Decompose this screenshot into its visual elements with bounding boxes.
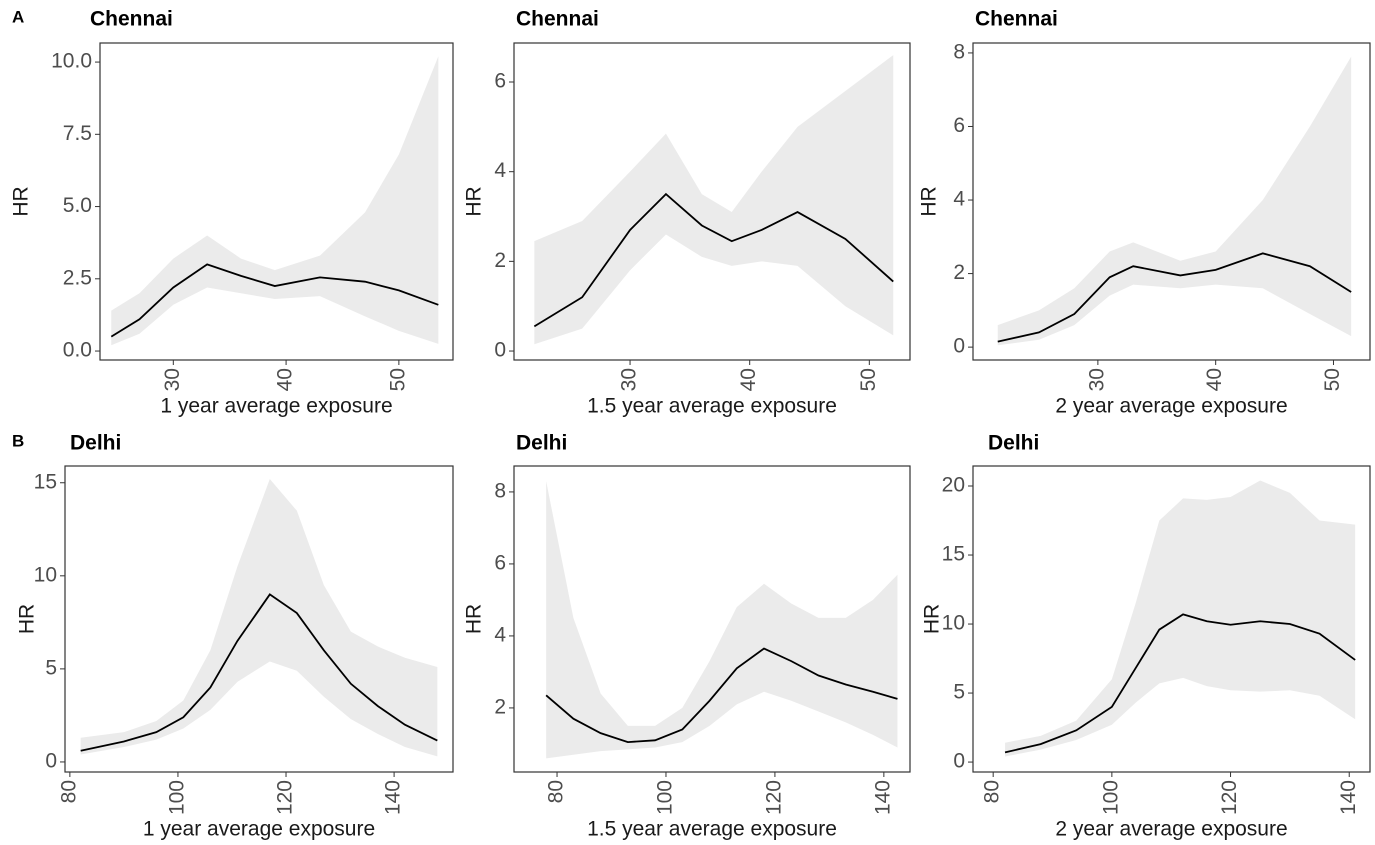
x-tick-label: 30: [618, 368, 641, 391]
y-tick-label: 6: [953, 114, 965, 137]
y-tick-label: 0: [953, 335, 965, 358]
x-tick-label: 40: [274, 368, 297, 391]
y-tick-label: 10: [34, 563, 57, 586]
line: [1004, 613, 1356, 754]
confidence-band: [546, 481, 898, 759]
confidence-band: [80, 479, 438, 757]
y-tick-label: 8: [494, 479, 506, 502]
plot-border: [99, 42, 454, 361]
y-tick-label: 5: [45, 656, 57, 679]
x-tick-label: 120: [1218, 780, 1241, 815]
line: [110, 263, 439, 338]
y-tick-label: 10: [942, 612, 965, 635]
panel-title: Chennai: [975, 8, 1058, 31]
y-tick-label: 6: [494, 551, 506, 574]
x-axis-title: 1.5 year average exposure: [587, 395, 837, 418]
x-tick-label: 120: [274, 780, 297, 815]
y-tick-label: 6: [494, 70, 506, 93]
y-axis-title: HR: [463, 186, 486, 216]
confidence-band: [997, 56, 1352, 346]
confidence-band: [111, 56, 439, 346]
plot-border: [513, 42, 911, 361]
x-tick-label: 40: [737, 368, 760, 391]
panel-title: Chennai: [516, 8, 599, 31]
x-tick-label: 50: [1321, 368, 1344, 391]
x-tick-label: 100: [165, 780, 188, 815]
panel-title: Chennai: [90, 8, 173, 31]
x-tick-label: 80: [545, 780, 568, 803]
x-tick-label: 140: [382, 780, 405, 815]
x-axis-title: 2 year average exposure: [1055, 818, 1287, 841]
x-tick-label: 100: [654, 780, 677, 815]
y-axis-title: HR: [10, 186, 33, 216]
line: [533, 192, 894, 328]
x-tick-label: 80: [57, 780, 80, 803]
confidence-band: [534, 55, 894, 345]
y-tick-label: 2: [953, 261, 965, 284]
x-axis-title: 1.5 year average exposure: [587, 818, 837, 841]
panel-title: Delhi: [516, 432, 567, 455]
confidence-band: [1005, 480, 1356, 757]
y-tick-label: 0: [45, 749, 57, 772]
y-tick-label: 7.5: [63, 122, 92, 145]
panel-title: Delhi: [988, 432, 1039, 455]
y-tick-label: 10.0: [51, 50, 92, 73]
y-tick-label: 0: [953, 750, 965, 773]
x-axis-title: 1 year average exposure: [143, 818, 375, 841]
y-tick-label: 5.0: [63, 194, 92, 217]
y-axis-title: HR: [16, 604, 39, 634]
panel-tag: B: [12, 431, 24, 450]
x-tick-label: 30: [1085, 368, 1108, 391]
y-tick-label: 15: [34, 470, 57, 493]
y-tick-label: 4: [494, 159, 506, 182]
y-tick-label: 20: [942, 474, 965, 497]
x-tick-label: 100: [1099, 780, 1122, 815]
plot-border: [972, 42, 1371, 361]
y-tick-label: 2.5: [63, 266, 92, 289]
y-tick-label: 4: [494, 623, 506, 646]
y-tick-label: 0: [494, 339, 506, 362]
x-tick-label: 50: [386, 368, 409, 391]
y-tick-label: 5: [953, 681, 965, 704]
y-tick-label: 2: [494, 249, 506, 272]
y-tick-label: 2: [494, 695, 506, 718]
y-axis-title: HR: [918, 186, 941, 216]
y-tick-label: 15: [942, 543, 965, 566]
plot-border: [972, 465, 1371, 773]
x-tick-label: 140: [1337, 780, 1360, 815]
y-axis-title: HR: [463, 604, 486, 634]
panel-tag: A: [12, 7, 24, 26]
x-axis-title: 2 year average exposure: [1055, 395, 1287, 418]
y-tick-label: 4: [953, 188, 965, 211]
line: [80, 593, 438, 752]
x-tick-label: 50: [857, 368, 880, 391]
x-tick-label: 80: [981, 780, 1004, 803]
y-tick-label: 8: [953, 40, 965, 63]
x-tick-label: 120: [762, 780, 785, 815]
panel-title: Delhi: [70, 432, 121, 455]
line: [997, 252, 1352, 343]
x-tick-label: 40: [1203, 368, 1226, 391]
plot-border: [513, 465, 911, 773]
line: [545, 647, 898, 744]
x-axis-title: 1 year average exposure: [160, 395, 392, 418]
x-tick-label: 30: [161, 368, 184, 391]
y-axis-title: HR: [921, 604, 944, 634]
x-tick-label: 140: [871, 780, 894, 815]
plot-border: [64, 465, 454, 773]
y-tick-label: 0.0: [63, 339, 92, 362]
